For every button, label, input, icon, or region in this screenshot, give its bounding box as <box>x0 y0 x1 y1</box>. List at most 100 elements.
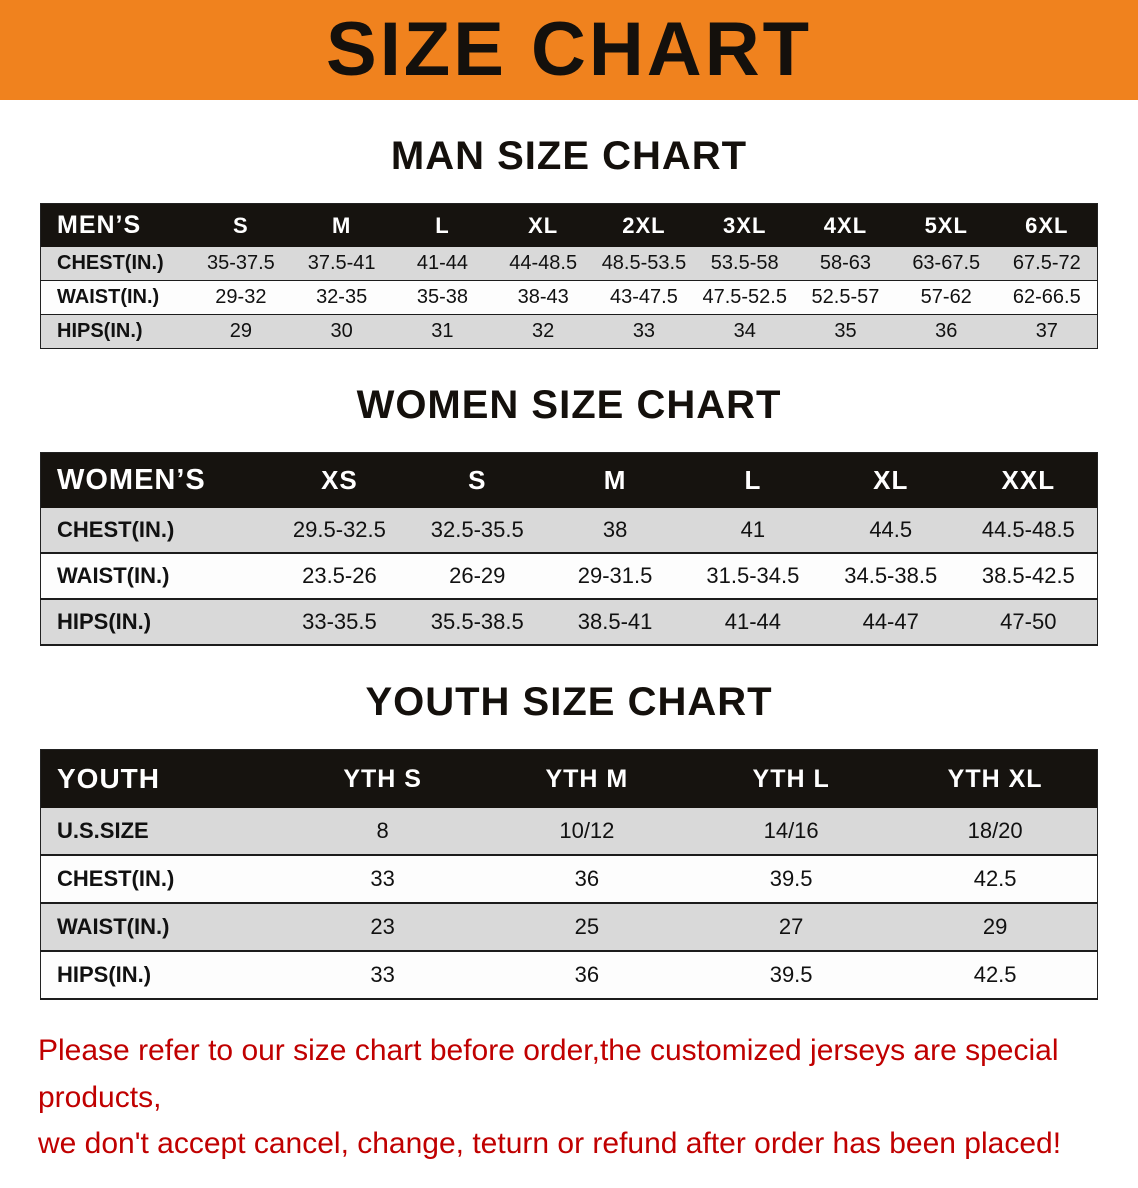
size-column-header: L <box>392 203 493 247</box>
size-value-cell: 39.5 <box>769 866 813 891</box>
size-value-cell: 35-38 <box>416 286 468 308</box>
size-value-cell: 38.5-42.5 <box>981 563 1075 588</box>
size-column-header: YTH M <box>484 749 689 808</box>
size-column-header: 6XL <box>996 203 1098 247</box>
size-value-cell: 33 <box>370 866 395 891</box>
size-value-cell: 33 <box>632 320 656 342</box>
women-size-table: WOMEN’S XS S M L XL XXL CHEST(IN.) 29.5-32.5 32.5… <box>40 452 1098 646</box>
size-column-header: XS <box>270 452 409 508</box>
size-value-cell: 38 <box>602 517 628 542</box>
size-value-cell: 32-35 <box>316 286 368 308</box>
table-row: HIPS(IN.) 33 36 39.5 42.5 <box>40 951 1098 999</box>
size-value-cell: 37 <box>1035 320 1058 342</box>
disclaimer: Please refer to our size chart before or… <box>0 1028 1138 1168</box>
table-row: CHEST(IN.) 29.5-32.5 32.5-35.5 38 41 44.5 44.5… <box>40 508 1098 553</box>
size-column-header: XXL <box>959 452 1098 508</box>
table-row: CHEST(IN.) 35-37.5 37.5-41 41-44 44-48.5 48.5… <box>40 247 1098 281</box>
table-row: U.S.SIZE 8 10/12 14/16 18/20 <box>40 808 1098 855</box>
row-label: CHEST(IN.) <box>57 252 164 274</box>
size-value-cell: 27 <box>778 914 804 939</box>
size-value-cell: 33-35.5 <box>302 609 377 634</box>
size-column-header: S <box>408 452 547 508</box>
size-value-cell: 18/20 <box>967 818 1023 843</box>
women-heading: WOMEN SIZE CHART <box>356 383 782 427</box>
size-value-cell: 48.5-53.5 <box>601 252 687 274</box>
size-value-cell: 62-66.5 <box>1012 286 1081 308</box>
size-column-header: 3XL <box>694 203 796 247</box>
size-value-cell: 35 <box>834 320 857 342</box>
size-column-header: 4XL <box>795 203 896 247</box>
disclaimer-line-2: we don't accept cancel, change, teturn o… <box>38 1127 1062 1160</box>
men-size-table: MEN’S S M L XL 2XL 3XL 4XL 5XL 6XL CHEST(IN.) 35-37… <box>40 203 1098 349</box>
size-value-cell: 57-62 <box>920 286 972 308</box>
sections-container: MAN SIZE CHART MEN’S S M L XL 2XL 3XL 4XL 5XL 6XL C… <box>0 134 1138 1000</box>
disclaimer-line-1: Please refer to our size chart before or… <box>38 1034 1059 1114</box>
row-label: CHEST(IN.) <box>57 517 175 542</box>
size-value-cell: 36 <box>935 320 958 342</box>
youth-heading: YOUTH SIZE CHART <box>365 680 773 724</box>
size-value-cell: 26-29 <box>449 563 506 588</box>
size-value-cell: 36 <box>574 962 600 987</box>
table-row: WAIST(IN.) 23 25 27 29 <box>40 903 1098 951</box>
size-value-cell: 42.5 <box>973 962 1017 987</box>
size-value-cell: 10/12 <box>559 818 615 843</box>
size-column-header: 2XL <box>593 203 695 247</box>
row-label: U.S.SIZE <box>57 818 149 843</box>
size-value-cell: 41-44 <box>416 252 468 274</box>
size-value-cell: 44.5 <box>869 517 913 542</box>
row-label: WAIST(IN.) <box>57 286 160 308</box>
table-header-row: YOUTH YTH S YTH M YTH L YTH XL <box>40 749 1098 808</box>
size-column-header: YTH XL <box>893 749 1098 808</box>
women-section: WOMEN SIZE CHART WOMEN’S XS S M L XL XXL CHEST(I… <box>0 383 1138 646</box>
size-column-header: M <box>546 452 684 508</box>
size-value-cell: 41 <box>740 517 766 542</box>
size-value-cell: 35.5-38.5 <box>430 609 524 634</box>
size-column-header: S <box>190 203 292 247</box>
table-title-cell: YOUTH <box>40 749 281 808</box>
size-column-header: YTH L <box>689 749 894 808</box>
size-value-cell: 34 <box>733 320 756 342</box>
size-value-cell: 23 <box>370 914 395 939</box>
size-column-header: XL <box>492 203 594 247</box>
size-value-cell: 44-47 <box>862 609 919 634</box>
table-title-cell: WOMEN’S <box>40 452 271 508</box>
size-value-cell: 43-47.5 <box>610 286 678 308</box>
size-value-cell: 23.5-26 <box>302 563 377 588</box>
size-column-header: YTH S <box>280 749 485 808</box>
row-label: HIPS(IN.) <box>57 609 152 634</box>
size-value-cell: 29-32 <box>215 286 267 308</box>
size-value-cell: 33 <box>370 962 395 987</box>
size-value-cell: 58-63 <box>819 252 872 274</box>
size-value-cell: 32 <box>532 320 555 342</box>
men-heading: MAN SIZE CHART <box>390 134 748 178</box>
row-label: WAIST(IN.) <box>57 563 170 588</box>
size-value-cell: 25 <box>574 914 600 939</box>
size-value-cell: 63-67.5 <box>912 252 981 274</box>
size-column-header: L <box>683 452 822 508</box>
size-value-cell: 47-50 <box>1000 609 1057 634</box>
size-value-cell: 67.5-72 <box>1012 252 1081 274</box>
size-value-cell: 52.5-57 <box>811 286 880 308</box>
table-row: HIPS(IN.) 33-35.5 35.5-38.5 38.5-41 41-44 44-… <box>40 599 1098 645</box>
table-row: WAIST(IN.) 23.5-26 26-29 29-31.5 31.5-34.5 34… <box>40 553 1098 599</box>
table-row: HIPS(IN.) 29 30 31 32 33 34 35 36 37 <box>40 314 1098 349</box>
table-title-cell: MEN’S <box>40 203 191 247</box>
size-value-cell: 14/16 <box>763 818 819 843</box>
table-header-row: WOMEN’S XS S M L XL XXL <box>40 452 1098 508</box>
size-value-cell: 8 <box>376 818 389 843</box>
size-value-cell: 35-37.5 <box>206 252 275 274</box>
size-value-cell: 34.5-38.5 <box>844 563 938 588</box>
size-value-cell: 53.5-58 <box>710 252 779 274</box>
size-value-cell: 29.5-32.5 <box>292 517 386 542</box>
size-value-cell: 37.5-41 <box>307 252 376 274</box>
size-value-cell: 36 <box>574 866 600 891</box>
size-value-cell: 29 <box>229 320 252 342</box>
size-value-cell: 41-44 <box>724 609 782 634</box>
size-value-cell: 31 <box>431 320 454 342</box>
size-value-cell: 38.5-41 <box>577 609 653 634</box>
page-title: SIZE CHART <box>326 7 812 92</box>
size-value-cell: 32.5-35.5 <box>430 517 524 542</box>
size-value-cell: 47.5-52.5 <box>702 286 787 308</box>
size-value-cell: 44.5-48.5 <box>981 517 1075 542</box>
